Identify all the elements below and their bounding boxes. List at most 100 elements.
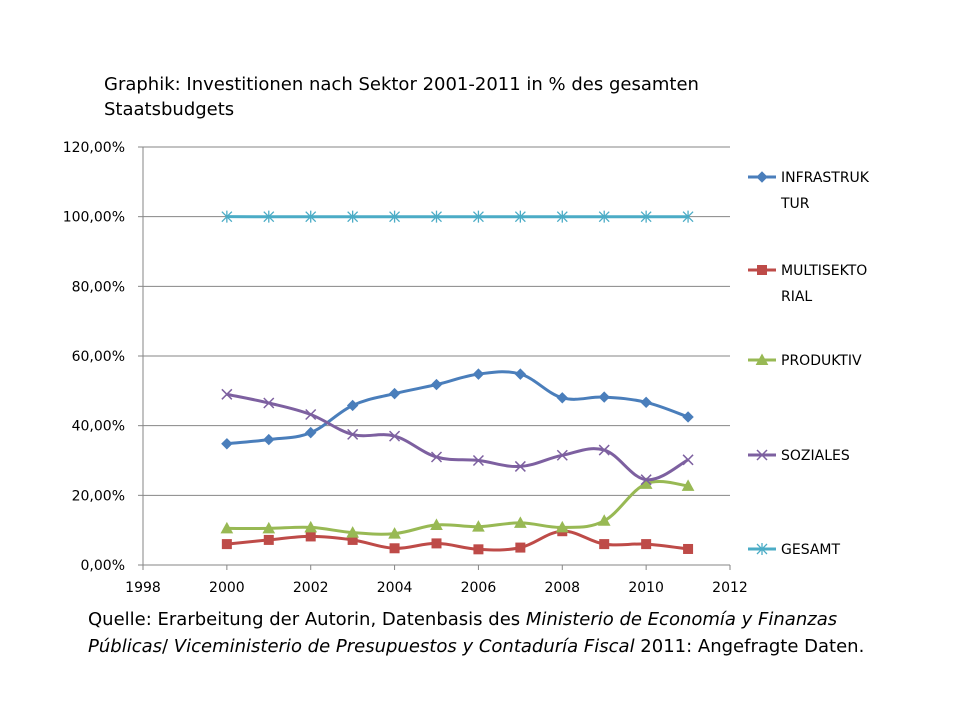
source-vice-ministry: Viceministerio de Presupuestos y Contadu… — [173, 636, 635, 657]
y-tick-label: 100,00% — [63, 210, 125, 226]
legend-label-soziales: SOZIALES — [781, 448, 850, 464]
data-point-soziales — [347, 428, 359, 440]
data-point-produktiv — [304, 520, 318, 533]
data-point-infrastruktur — [388, 387, 401, 400]
data-point-infrastruktur — [346, 399, 359, 412]
data-point-gesamt — [514, 210, 526, 223]
series-line-infrastruktur — [226, 370, 689, 446]
data-point-produktiv — [514, 516, 527, 528]
data-point-produktiv — [346, 526, 359, 538]
source-prefix: Quelle: Erarbeitung der Autorin, Datenba… — [88, 609, 526, 630]
data-point-infrastruktur — [598, 391, 610, 403]
data-point-gesamt — [431, 210, 442, 223]
data-point-infrastruktur — [305, 426, 317, 439]
data-point-gesamt — [682, 210, 694, 223]
data-point-soziales — [263, 397, 275, 409]
data-point-multisektorial — [263, 534, 274, 545]
legend-marker-gesamt — [756, 543, 768, 555]
legend-label-gesamt: GESAMT — [781, 542, 840, 558]
data-point-multisektorial — [599, 539, 610, 550]
data-point-produktiv — [555, 520, 569, 533]
data-point-gesamt — [556, 210, 568, 223]
data-point-infrastruktur — [430, 378, 443, 391]
series-infrastruktur — [221, 368, 694, 450]
data-point-soziales — [472, 454, 484, 467]
legend-label-multisektorial: MULTISEKTO — [781, 263, 867, 279]
data-point-multisektorial — [389, 543, 400, 554]
source-note: Quelle: Erarbeitung der Autorin, Datenba… — [88, 606, 868, 660]
y-tick-label: 40,00% — [72, 419, 125, 435]
data-point-infrastruktur — [221, 438, 233, 450]
legend-marker-soziales — [756, 449, 768, 461]
legend-item-multisektorial: MULTISEKTO RIAL — [748, 263, 867, 305]
data-point-soziales — [556, 449, 568, 461]
x-tick-label: 2012 — [712, 580, 748, 596]
series-multisektorial — [221, 526, 694, 555]
data-point-infrastruktur — [472, 368, 485, 380]
y-tick-label: 0,00% — [81, 558, 125, 574]
data-point-gesamt — [305, 210, 317, 223]
data-point-produktiv — [430, 518, 443, 530]
data-point-infrastruktur — [682, 411, 694, 423]
y-tick-label: 80,00% — [72, 279, 125, 295]
legend-item-produktiv: PRODUKTIV — [748, 353, 862, 369]
data-point-soziales — [640, 474, 652, 486]
legend-label-infrastruktur: TUR — [780, 196, 810, 212]
legend-label-produktiv: PRODUKTIV — [781, 353, 862, 369]
x-tick-label: 2008 — [544, 580, 580, 596]
legend-item-soziales: SOZIALES — [748, 448, 850, 464]
series-line-soziales — [226, 392, 689, 482]
data-point-gesamt — [472, 210, 484, 223]
data-point-produktiv — [388, 527, 401, 539]
data-point-multisektorial — [515, 542, 526, 553]
data-point-gesamt — [389, 210, 401, 223]
data-point-multisektorial — [221, 539, 232, 550]
data-point-gesamt — [221, 210, 233, 223]
y-tick-label: 20,00% — [72, 488, 125, 504]
series-produktiv — [220, 477, 695, 539]
data-point-gesamt — [263, 210, 275, 223]
series-gesamt — [221, 210, 694, 223]
data-point-multisektorial — [641, 539, 652, 550]
line-chart: 0,00% 20,00% 40,00% 60,00% 80,00% 100,00% 120,… — [63, 140, 870, 596]
source-ministry: Ministerio de Economía y Finanzas Públic… — [88, 609, 838, 657]
x-tick-label: 2006 — [461, 580, 497, 596]
chart-title: Graphik: Investitionen nach Sektor 2001-… — [104, 74, 699, 120]
data-point-produktiv — [681, 479, 695, 491]
legend-item-infrastruktur: INFRASTRUK TUR — [748, 170, 870, 212]
series-lines — [220, 210, 695, 555]
data-point-gesamt — [640, 210, 652, 223]
data-point-gesamt — [598, 210, 610, 223]
data-point-soziales — [305, 408, 317, 421]
source-suffix: 2011: Angefragte Daten. — [634, 636, 865, 657]
data-point-soziales — [430, 451, 443, 463]
data-point-infrastruktur — [514, 368, 527, 380]
data-point-produktiv — [597, 514, 611, 526]
data-point-soziales — [682, 454, 694, 466]
data-point-produktiv — [220, 521, 234, 534]
series-soziales — [221, 388, 694, 486]
legend: INFRASTRUK TUR MULTISEKTO RIAL PRODUKTIV SOZI… — [748, 170, 870, 558]
legend-item-gesamt: GESAMT — [748, 542, 840, 558]
data-point-infrastruktur — [263, 433, 275, 446]
data-point-soziales — [598, 444, 610, 456]
source-separator: / — [162, 636, 174, 657]
data-point-soziales — [221, 388, 233, 400]
legend-marker-produktiv — [755, 353, 769, 365]
y-tick-label: 120,00% — [63, 140, 125, 156]
series-line-multisektorial — [226, 529, 689, 552]
x-tick-label: 2000 — [209, 580, 245, 596]
axes: 0,00% 20,00% 40,00% 60,00% 80,00% 100,00% 120,… — [63, 140, 748, 596]
data-point-gesamt — [347, 210, 359, 223]
y-tick-label: 60,00% — [72, 349, 125, 365]
data-point-multisektorial — [683, 543, 694, 554]
legend-label-multisektorial: RIAL — [781, 289, 812, 305]
series-line-produktiv — [226, 479, 689, 536]
legend-marker-multisektorial — [757, 265, 767, 275]
data-point-soziales — [514, 460, 526, 472]
data-point-soziales — [389, 430, 401, 442]
x-tick-label: 2002 — [293, 580, 329, 596]
data-point-infrastruktur — [640, 396, 652, 409]
data-point-produktiv — [472, 520, 485, 532]
data-point-produktiv — [262, 521, 276, 534]
